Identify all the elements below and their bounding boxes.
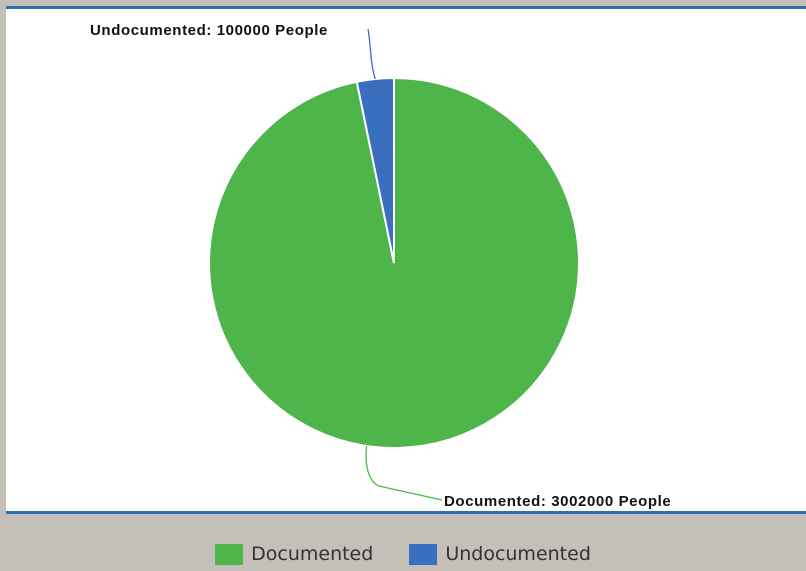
chart-legend: Documented Undocumented — [0, 540, 806, 568]
legend-label-documented: Documented — [251, 543, 374, 565]
legend-item-documented[interactable]: Documented — [215, 543, 373, 565]
legend-swatch-undocumented — [409, 543, 438, 565]
leader-line-documented — [365, 445, 443, 501]
leader-line-undocumented — [367, 28, 376, 80]
leader-lines — [365, 28, 443, 501]
data-label-documented: Documented: 3002000 People — [444, 493, 671, 510]
legend-item-undocumented[interactable]: Undocumented — [409, 543, 591, 565]
slice-labels: Documented: 3002000 People Undocumented: … — [90, 22, 671, 510]
pie-chart: Documented: 3002000 People Undocumented: … — [90, 22, 671, 510]
legend-label-undocumented: Undocumented — [445, 543, 591, 565]
pie-slices — [208, 76, 580, 449]
data-label-undocumented: Undocumented: 100000 People — [90, 22, 328, 39]
chart-panel: Documented: 3002000 People Undocumented: … — [6, 6, 806, 514]
legend-swatch-documented — [215, 543, 244, 565]
